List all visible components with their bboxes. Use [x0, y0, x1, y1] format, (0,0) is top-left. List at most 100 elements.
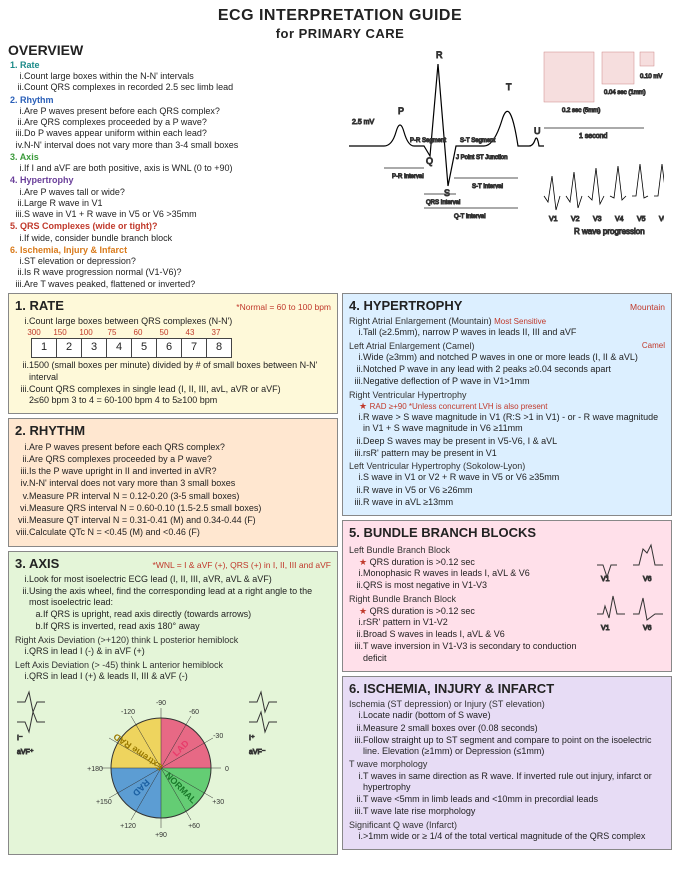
overview-item: Do P waves appear uniform within each le… — [24, 128, 328, 139]
list-item: T wave late rise morphology — [363, 806, 665, 817]
axis-ii-b: If QRS is inverted, read axis 180° away — [43, 621, 331, 632]
panel-rate: 1. RATE*Normal = 60 to 100 bpm Count lar… — [8, 293, 338, 415]
rhythm-title: 2. RHYTHM — [15, 423, 331, 439]
hyp-lvh-list: S wave in V1 or V2 + R wave in V5 or V6 … — [349, 472, 665, 508]
bbb-lbbb-list: Monophasic R waves in leads I, aVL & V6Q… — [349, 568, 589, 592]
svg-text:Q: Q — [426, 156, 433, 166]
list-item: N-N' interval does not vary more than 3 … — [29, 478, 331, 489]
page-title: ECG INTERPRETATION GUIDE for PRIMARY CAR… — [8, 6, 672, 42]
svg-text:aVF⁻: aVF⁻ — [249, 749, 266, 756]
rate-cell: 4 — [106, 338, 132, 358]
axis-mini-waves-right: I⁺ aVF⁻ — [247, 688, 307, 761]
isch-title: 6. ISCHEMIA, INJURY & INFARCT — [349, 681, 665, 697]
svg-text:+30: +30 — [212, 799, 224, 806]
list-item: Measure PR interval N = 0.12-0.20 (3-5 s… — [29, 491, 331, 502]
svg-text:2.5 mV: 2.5 mV — [352, 119, 375, 126]
list-item: Notched P wave in any lead with 2 peaks … — [363, 364, 665, 375]
svg-text:V3: V3 — [593, 216, 602, 223]
list-item: R wave in V5 or V6 ≥26mm — [363, 485, 665, 496]
svg-text:+120: +120 — [120, 823, 136, 830]
rate-cell: 5 — [131, 338, 157, 358]
rate-cell: 3 — [81, 338, 107, 358]
svg-text:+180: +180 — [87, 766, 103, 773]
svg-text:-90: -90 — [156, 700, 166, 707]
isch-h2-list: T waves in same direction as R wave. If … — [349, 771, 665, 818]
list-item: Follow straight up to ST segment and com… — [363, 735, 665, 758]
overview-list: RateCount large boxes within the N-N' in… — [8, 60, 328, 290]
overview-section: QRS Complexes (wide or tight)? — [10, 221, 158, 231]
isch-h3-list: >1mm wide or ≥ 1/4 of the total vertical… — [349, 831, 665, 842]
hyp-rvh-h: Right Ventricular Hypertrophy — [349, 390, 665, 401]
list-item: Are P waves present before each QRS comp… — [29, 442, 331, 453]
rate-ticks: 3001501007560504337 — [21, 328, 331, 338]
overview-item: Count QRS complexes in recorded 2.5 sec … — [24, 82, 328, 93]
bbb-lbbb-mini: V1V6 — [595, 543, 665, 586]
svg-text:S-T Segment: S-T Segment — [460, 138, 496, 144]
ecg-waveform: 0.2 sec (5mm) 0.04 sec (1mm) 0.10 mV 1 s… — [344, 46, 664, 246]
hyp-rvh-star: RAD ≥+90 *Unless concurrent LVH is also … — [370, 402, 548, 411]
list-item: rsR' pattern may be present in V1 — [363, 448, 665, 459]
axis-title: 3. AXIS*WNL = I & aVF (+), QRS (+) in I,… — [15, 556, 331, 572]
svg-text:1 second: 1 second — [579, 133, 608, 140]
list-item: S wave in V1 or V2 + R wave in V5 or V6 … — [363, 472, 665, 483]
hyp-lae-h: Left Atrial Enlargement (Camel) Camel — [349, 341, 665, 352]
list-item: Negative deflection of P wave in V1>1mm — [363, 376, 665, 387]
svg-text:0.10 mV: 0.10 mV — [640, 74, 662, 80]
overview-section: Rate — [10, 60, 40, 70]
rhythm-list: Are P waves present before each QRS comp… — [15, 442, 331, 539]
axis-rad-h: Right Axis Deviation (>+120) think L pos… — [15, 635, 331, 646]
list-item: Measure 2 small boxes over (0.08 seconds… — [363, 723, 665, 734]
list-item: Wide (≥3mm) and notched P waves in one o… — [363, 352, 665, 363]
rate-cell: 2 — [56, 338, 82, 358]
bbb-rbbb-list: rSR' pattern in V1-V2Broad S waves in le… — [349, 617, 589, 664]
axis-wheel: -120-90-60-300+30+60+90+120+150+180 LADN… — [81, 688, 241, 848]
svg-text:J Point: J Point — [456, 155, 475, 161]
rate-cell: 8 — [206, 338, 232, 358]
list-item: T wave inversion in V1-V3 is secondary t… — [363, 641, 589, 664]
svg-text:V2: V2 — [571, 216, 580, 223]
svg-text:V1: V1 — [549, 216, 558, 223]
hyp-lae-list: Wide (≥3mm) and notched P waves in one o… — [349, 352, 665, 388]
svg-text:T: T — [506, 82, 512, 92]
svg-text:0.2 sec (5mm): 0.2 sec (5mm) — [562, 108, 600, 114]
svg-text:+90: +90 — [155, 832, 167, 839]
svg-text:S-T Interval: S-T Interval — [472, 184, 503, 190]
list-item: Is the P wave upright in II and inverted… — [29, 466, 331, 477]
isch-h1-list: Locate nadir (bottom of S wave)Measure 2… — [349, 710, 665, 757]
ecg-diagram: 0.2 sec (5mm) 0.04 sec (1mm) 0.10 mV 1 s… — [336, 42, 672, 291]
panel-bbb: 5. BUNDLE BRANCH BLOCKS Left Bundle Bran… — [342, 520, 672, 672]
list-item: Are QRS complexes proceeded by a P wave? — [29, 454, 331, 465]
isch-h3: Significant Q wave (Infarct) — [349, 820, 665, 831]
svg-text:+150: +150 — [96, 799, 112, 806]
overview-item: Are P waves present before each QRS comp… — [24, 106, 328, 117]
svg-text:V4: V4 — [615, 216, 624, 223]
overview-item: Large R wave in V1 — [24, 198, 328, 209]
rate-i: Count large boxes between QRS complexes … — [29, 316, 331, 327]
list-item: Calculate QTc N = <0.45 (M) and <0.46 (F… — [29, 527, 331, 538]
svg-text:-120: -120 — [121, 709, 135, 716]
isch-h2: T wave morphology — [349, 759, 665, 770]
overview-item: Is R wave progression normal (V1-V6)? — [24, 267, 328, 278]
overview-section: Ischemia, Injury & Infarct — [10, 245, 127, 255]
axis-ii-a: If QRS is upright, read axis directly (t… — [43, 609, 331, 620]
top-row: OVERVIEW RateCount large boxes within th… — [8, 42, 672, 291]
axis-wheel-svg: -120-90-60-300+30+60+90+120+150+180 LADN… — [81, 688, 241, 848]
svg-text:R: R — [436, 50, 443, 60]
list-item: Measure QRS interval N = 0.60-0.10 (1.5-… — [29, 503, 331, 514]
overview-item: If wide, consider bundle branch block — [24, 233, 328, 244]
svg-text:S: S — [444, 188, 450, 198]
panel-hypertrophy: 4. HYPERTROPHYMountain Right Atrial Enla… — [342, 293, 672, 516]
svg-text:I⁺: I⁺ — [249, 735, 255, 742]
axis-lad-i: QRS in lead I (+) & leads II, III & aVF … — [29, 671, 331, 682]
svg-text:P-R Interval: P-R Interval — [392, 174, 424, 180]
svg-text:V6: V6 — [659, 216, 664, 223]
panel-ischemia: 6. ISCHEMIA, INJURY & INFARCT Ischemia (… — [342, 676, 672, 850]
overview-heading: OVERVIEW — [8, 42, 328, 60]
rate-iii-sub: 2≤60 bpm 3 to 4 = 60-100 bpm 4 to 5≥100 … — [29, 395, 217, 405]
rate-ii: 1500 (small boxes per minute) divided by… — [29, 360, 331, 383]
hyp-rvh-list: R wave > S wave magnitude in V1 (R:S >1 … — [349, 412, 665, 459]
hyp-rae-i: Tall (≥2.5mm), narrow P waves in leads I… — [363, 327, 665, 338]
axis-lad-h: Left Axis Deviation (> -45) think L ante… — [15, 660, 331, 671]
svg-text:P: P — [398, 106, 404, 116]
rate-cell: 7 — [181, 338, 207, 358]
